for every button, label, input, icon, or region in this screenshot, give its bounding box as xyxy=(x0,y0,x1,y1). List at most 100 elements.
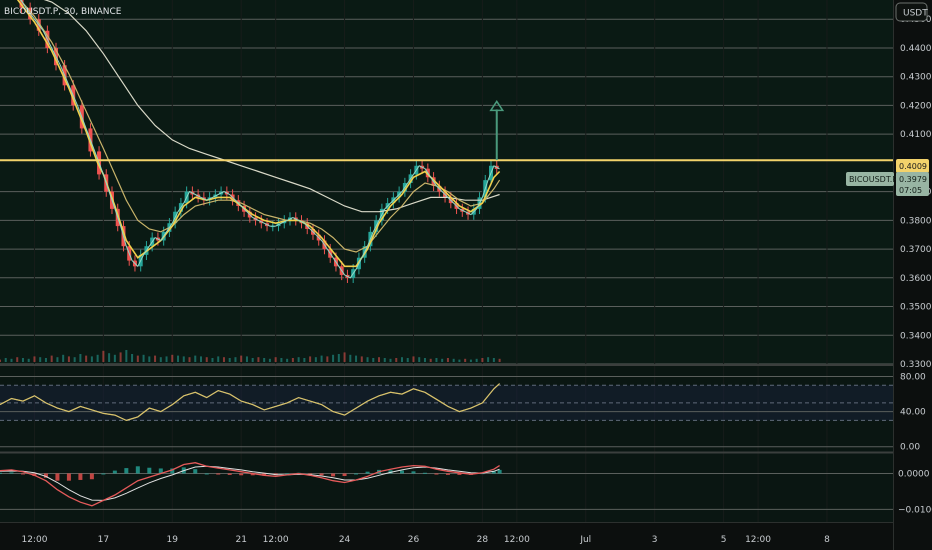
macd-histogram-bar xyxy=(124,468,129,474)
rsi-gridlines xyxy=(0,376,893,448)
time-axis[interactable]: 12:00 17 19 21 12:00 24 26 28 12:00 Jul 3 5 12:00 8 xyxy=(21,535,830,545)
volume-bar xyxy=(211,358,214,362)
macd-histogram-bar xyxy=(480,473,485,475)
price-tick-label: 0.3700 xyxy=(900,245,932,255)
volume-bar xyxy=(389,358,392,362)
macd-histogram-bar xyxy=(308,473,313,475)
volume-bar xyxy=(475,358,478,362)
macd-histogram-bar xyxy=(20,473,25,475)
volume-bar xyxy=(487,357,490,362)
macd-histogram-bar xyxy=(0,472,2,474)
volume-bar xyxy=(303,358,306,362)
macd-line xyxy=(0,462,500,507)
volume-bar xyxy=(429,358,432,362)
macd-histogram-bar xyxy=(89,473,94,480)
volume-bar xyxy=(199,356,202,362)
volume-bar xyxy=(194,355,197,362)
macd-histogram-bar xyxy=(147,467,152,474)
price-tick-label: 0.4100 xyxy=(900,130,932,140)
price-pane-background xyxy=(0,0,893,364)
volume-bar xyxy=(412,356,415,362)
time-tick-label: 26 xyxy=(408,535,420,545)
volume-bar xyxy=(16,357,19,362)
volume-bar xyxy=(142,354,145,362)
volume-bar xyxy=(131,354,134,362)
volume-bar xyxy=(452,358,455,362)
time-tick-label: Jul xyxy=(579,535,591,545)
last-price-value: 0.3979 xyxy=(899,175,927,184)
volume-bar xyxy=(62,354,65,362)
volume-bar xyxy=(481,358,484,362)
rsi-axis[interactable]: 80.00 40.00 0.00 xyxy=(900,373,926,453)
volume-bar xyxy=(366,357,369,362)
volume-bar xyxy=(418,357,421,362)
macd-histogram-bar xyxy=(239,473,244,476)
volume-bar xyxy=(90,356,93,362)
last-price-symbol-bg xyxy=(846,172,894,186)
macd-histogram-bar xyxy=(422,472,427,474)
volume-bar xyxy=(314,357,317,362)
level-tag-bg xyxy=(896,159,929,173)
macd-axis[interactable]: 0.0000 −0.0100 xyxy=(898,469,932,515)
currency-button-frame[interactable] xyxy=(895,2,928,22)
macd-histogram-bar xyxy=(101,473,106,475)
price-tick-label: 0.3400 xyxy=(900,331,932,341)
volume-bar xyxy=(205,357,208,362)
rsi-tick-label: 40.00 xyxy=(900,408,926,418)
volume-bar xyxy=(33,356,36,362)
volume-bar xyxy=(171,354,174,362)
time-tick-label: 12:00 xyxy=(745,535,771,545)
volume-bar xyxy=(85,355,88,362)
price-tick-label: 0.4400 xyxy=(900,44,932,54)
volume-bars xyxy=(0,350,501,362)
volume-bar xyxy=(297,357,300,362)
volume-bar xyxy=(268,358,271,362)
volume-bar xyxy=(280,358,283,362)
macd-histogram-bar xyxy=(78,473,83,480)
macd-pane-background xyxy=(0,453,893,522)
price-series xyxy=(16,0,501,283)
last-price-tag: BICOUSDT.P 0.3979 07:05 xyxy=(846,172,929,196)
macd-histogram-bar xyxy=(9,472,14,474)
volume-bar xyxy=(343,352,346,362)
macd-histogram-bar xyxy=(66,473,71,481)
volume-bar xyxy=(39,357,42,362)
time-tick-label: 8 xyxy=(824,535,830,545)
volume-bar xyxy=(291,358,294,362)
price-tick-label: 0.4200 xyxy=(900,101,932,111)
level-price-tag: 0.4009 xyxy=(896,159,929,173)
volume-bar xyxy=(165,356,168,362)
macd-histogram-bar xyxy=(135,466,140,474)
currency-label[interactable]: USDT xyxy=(903,9,928,19)
macd-histogram-bar xyxy=(112,470,117,474)
volume-bar xyxy=(113,354,116,362)
macd-histogram-bar xyxy=(250,473,255,476)
volume-bar xyxy=(378,357,381,362)
macd-histogram-bar xyxy=(43,473,48,478)
macd-tick-label: −0.0100 xyxy=(898,505,932,515)
rsi-tick-label: 0.00 xyxy=(900,443,920,453)
volume-bar xyxy=(469,359,472,362)
macd-series xyxy=(0,462,502,507)
volume-bar xyxy=(228,358,231,362)
volume-bar xyxy=(326,356,329,362)
macd-histogram-bar xyxy=(55,473,60,481)
volume-bar xyxy=(234,357,237,362)
volume-bar xyxy=(464,358,467,362)
volume-bar xyxy=(337,354,340,362)
volume-bar xyxy=(4,358,7,362)
volume-bar xyxy=(125,350,128,362)
volume-bar xyxy=(360,356,363,362)
last-price-bg xyxy=(896,172,929,196)
volume-bar xyxy=(498,358,501,362)
level-tag-value: 0.4009 xyxy=(899,162,927,171)
symbol-title[interactable]: BICOUSDT.P, 30, BINANCE xyxy=(4,7,122,17)
macd-histogram-bar xyxy=(354,473,359,475)
ema-slow-line xyxy=(43,0,500,213)
time-tick-label: 21 xyxy=(235,535,246,545)
rsi-tick-label: 80.00 xyxy=(900,373,926,383)
currency-button[interactable]: USDT xyxy=(895,2,928,22)
volume-bar xyxy=(136,355,139,362)
volume-bar xyxy=(257,357,260,362)
